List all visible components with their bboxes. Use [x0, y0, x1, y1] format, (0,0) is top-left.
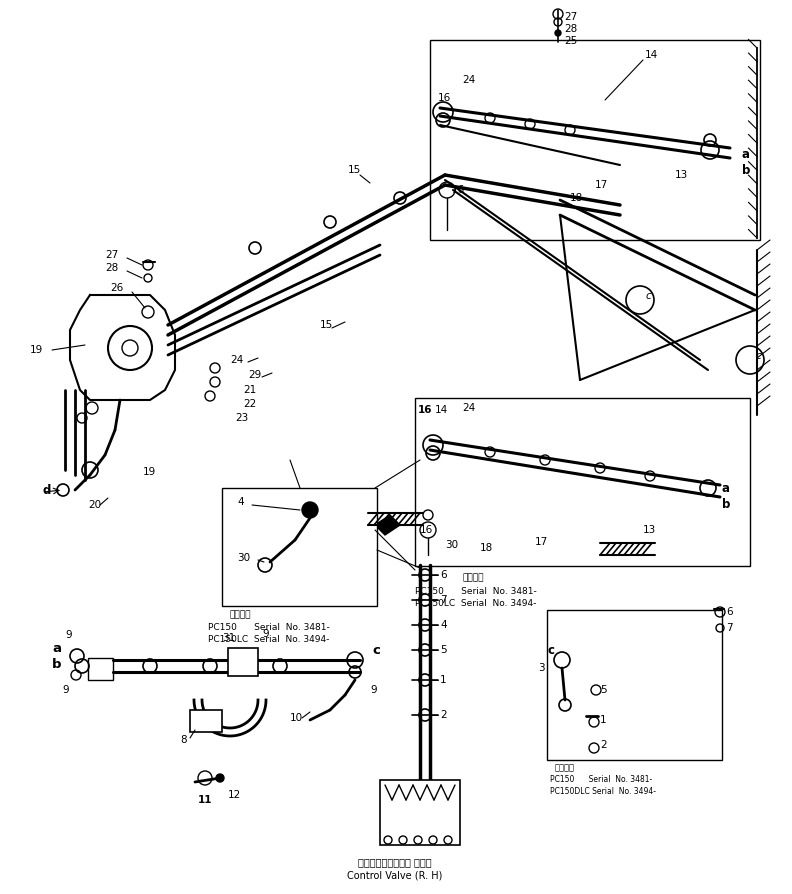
Text: 6: 6 — [440, 570, 447, 580]
Text: b: b — [742, 164, 750, 176]
Text: 24: 24 — [462, 403, 475, 413]
Text: 19: 19 — [143, 467, 156, 477]
Text: 28: 28 — [105, 263, 118, 273]
Text: c: c — [756, 351, 762, 361]
Text: a: a — [52, 642, 61, 654]
Text: 9: 9 — [262, 629, 268, 639]
Text: 16: 16 — [452, 185, 465, 195]
Text: コントロールバルブ （右）: コントロールバルブ （右） — [358, 857, 432, 867]
Text: 31: 31 — [222, 633, 235, 643]
Text: 10: 10 — [290, 713, 303, 723]
Text: 12: 12 — [228, 790, 242, 800]
Text: 9: 9 — [370, 685, 377, 695]
Text: 7: 7 — [440, 595, 447, 605]
Text: PC150      Serial  No. 3481-: PC150 Serial No. 3481- — [208, 623, 329, 632]
Text: 17: 17 — [595, 180, 608, 190]
Text: 9: 9 — [65, 630, 71, 640]
Circle shape — [216, 774, 224, 782]
Text: 29: 29 — [248, 370, 261, 380]
Text: Control Valve (R. H): Control Valve (R. H) — [348, 871, 443, 881]
Text: 3: 3 — [538, 663, 545, 673]
Bar — [190, 710, 222, 732]
Text: 30: 30 — [237, 553, 250, 563]
Text: 23: 23 — [235, 413, 248, 423]
Text: 1: 1 — [600, 715, 607, 725]
Text: PC150LC  Serial  No. 3494-: PC150LC Serial No. 3494- — [415, 600, 536, 609]
Text: 7: 7 — [726, 623, 733, 633]
Text: b: b — [722, 499, 730, 511]
Text: 16: 16 — [438, 93, 451, 103]
Text: 1: 1 — [440, 675, 447, 685]
Bar — [430, 40, 760, 240]
Text: 27: 27 — [564, 12, 577, 22]
Text: 19: 19 — [30, 345, 44, 355]
Text: 20: 20 — [88, 500, 101, 510]
Bar — [547, 610, 722, 760]
Text: 27: 27 — [105, 250, 118, 260]
Text: 25: 25 — [564, 36, 577, 46]
Circle shape — [302, 502, 318, 518]
Text: 13: 13 — [643, 525, 657, 535]
Circle shape — [555, 30, 561, 36]
Bar — [380, 780, 460, 845]
Text: d: d — [43, 484, 51, 496]
Text: a: a — [742, 148, 750, 162]
Text: 16: 16 — [418, 405, 432, 415]
Text: 14: 14 — [435, 405, 448, 415]
Text: 16: 16 — [420, 525, 433, 535]
Text: c: c — [646, 291, 652, 301]
Text: 21: 21 — [243, 385, 257, 395]
Bar — [415, 398, 750, 566]
Bar — [228, 648, 258, 676]
Bar — [88, 658, 113, 680]
Text: 5: 5 — [600, 685, 607, 695]
Text: 18: 18 — [480, 543, 493, 553]
Text: 6: 6 — [726, 607, 733, 617]
Text: 30: 30 — [445, 540, 458, 550]
Text: 15: 15 — [320, 320, 333, 330]
Text: 2: 2 — [440, 710, 447, 720]
Text: 28: 28 — [564, 24, 577, 34]
Text: PC150DLC Serial  No. 3494-: PC150DLC Serial No. 3494- — [550, 788, 656, 797]
Text: 8: 8 — [180, 735, 187, 745]
Text: 17: 17 — [535, 537, 548, 547]
Text: PC150LC  Serial  No. 3494-: PC150LC Serial No. 3494- — [208, 636, 329, 645]
Text: 24: 24 — [462, 75, 475, 85]
Text: 26: 26 — [110, 283, 124, 293]
Text: 13: 13 — [675, 170, 688, 180]
Text: b: b — [52, 659, 62, 671]
Text: 適用号機: 適用号機 — [555, 763, 575, 772]
Text: 15: 15 — [348, 165, 361, 175]
Text: 4: 4 — [440, 620, 447, 630]
Text: 適用号機: 適用号機 — [463, 573, 485, 583]
Text: PC150      Serial  No. 3481-: PC150 Serial No. 3481- — [415, 587, 537, 596]
Text: 11: 11 — [198, 795, 212, 805]
Text: 5: 5 — [440, 645, 447, 655]
Bar — [222, 488, 377, 606]
Text: 24: 24 — [230, 355, 243, 365]
Text: 9: 9 — [62, 685, 69, 695]
Text: 適用号機: 適用号機 — [230, 611, 252, 620]
Text: PC150      Serial  No. 3481-: PC150 Serial No. 3481- — [550, 775, 653, 785]
Text: 18: 18 — [570, 193, 583, 203]
Text: c: c — [548, 644, 555, 656]
Text: 14: 14 — [645, 50, 658, 60]
Text: 22: 22 — [243, 399, 257, 409]
Polygon shape — [375, 515, 400, 535]
Text: c: c — [372, 644, 380, 656]
Text: a: a — [722, 482, 730, 494]
Text: 2: 2 — [600, 740, 607, 750]
Text: 4: 4 — [237, 497, 244, 507]
